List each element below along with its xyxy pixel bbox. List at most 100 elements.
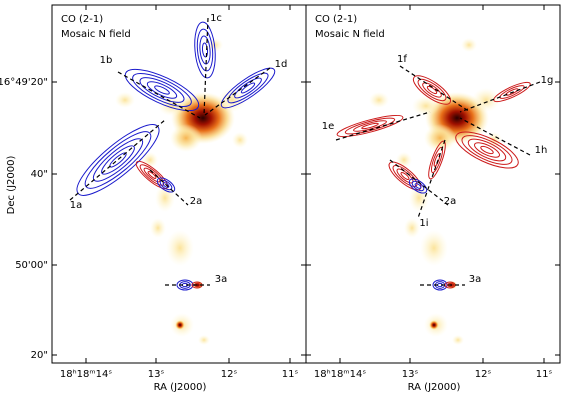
emission (461, 38, 477, 52)
outflow-axis (335, 111, 431, 141)
panel: CO (2-1) Mosaic N field 1a 1b 1c 1d 2a 3a -16°49… (0, 4, 307, 393)
outflow-axis (117, 71, 201, 119)
emission (429, 320, 439, 330)
y-tick-label: 40" (31, 169, 48, 180)
contour (143, 167, 161, 183)
contour (480, 145, 494, 155)
contour (84, 131, 152, 189)
contour (132, 73, 192, 107)
contour (428, 140, 446, 180)
panel: CO (2-1) Mosaic N field 1e 1f 1g 1h 2a 1i 3a 18ʰ1… (305, 4, 561, 393)
x-tick-label: 11ˢ (282, 369, 299, 380)
outflow-label: 1d (275, 59, 288, 70)
contour (474, 142, 500, 158)
x-tick-label: 11ˢ (536, 369, 553, 380)
contour (194, 21, 216, 79)
contour (159, 179, 173, 191)
outflow-axis (459, 81, 541, 113)
contour (461, 135, 513, 165)
outflow-label: 1a (70, 200, 83, 211)
contour (196, 28, 214, 72)
emission (175, 320, 185, 330)
y-axis-label: Dec (J2000) (6, 156, 17, 215)
contour (147, 171, 157, 179)
outflow-label: 1h (535, 145, 548, 156)
outflow-label: 1i (419, 218, 428, 229)
outflow-label: 3a (215, 274, 228, 285)
contour (234, 77, 262, 99)
x-tick-label: 13ˢ (148, 369, 165, 380)
emission (424, 124, 456, 152)
outflow-axis (203, 17, 209, 116)
outflow-label: 2a (190, 196, 203, 207)
x-tick-label: 18ʰ18ᵐ14ˢ (314, 369, 366, 380)
contour (154, 85, 170, 95)
contour (220, 67, 276, 109)
contour (422, 82, 442, 98)
panel-title: CO (2-1) (315, 14, 357, 25)
contour (433, 153, 441, 167)
outflow-axis (149, 169, 189, 206)
outflow-label: 3a (469, 274, 482, 285)
emission (409, 184, 429, 212)
emission (218, 88, 246, 112)
contour (101, 145, 135, 175)
y-tick-label: -16°49'20" (0, 77, 48, 88)
contour (412, 75, 452, 105)
emission (166, 230, 194, 266)
contour (493, 81, 531, 103)
outflow-label: 2a (444, 196, 457, 207)
emission (198, 335, 210, 345)
x-tick-label: 12ˢ (221, 369, 238, 380)
contour (430, 146, 444, 174)
contour (344, 117, 396, 135)
emission (412, 96, 440, 116)
emission (170, 124, 202, 152)
emission (150, 218, 166, 238)
contour (124, 68, 200, 112)
contour (455, 131, 519, 169)
x-axis-label: RA (J2000) (154, 382, 207, 393)
contour (414, 183, 422, 189)
contour (392, 165, 418, 187)
outflow-label: 1g (541, 75, 554, 86)
contour (467, 138, 507, 162)
emission (404, 218, 420, 238)
contour (227, 72, 269, 104)
y-tick-label: 50'00" (15, 260, 48, 271)
emission (158, 96, 186, 116)
outflow-axis (459, 117, 531, 156)
contour (426, 85, 438, 95)
emission (232, 132, 248, 148)
emission (472, 88, 500, 112)
contour (156, 177, 176, 193)
contour (162, 182, 170, 188)
emission (369, 92, 389, 108)
y-tick-label: 20" (31, 350, 48, 361)
x-axis-label: RA (J2000) (408, 382, 461, 393)
x-tick-label: 18ʰ18ᵐ14ˢ (60, 369, 112, 380)
image (306, 5, 560, 363)
contour (400, 172, 410, 180)
contour (447, 283, 453, 287)
contour (408, 178, 428, 194)
emission (115, 92, 135, 108)
image-background (52, 5, 306, 363)
panel-title: CO (2-1) (61, 14, 103, 25)
emission (420, 230, 448, 266)
contour (139, 77, 185, 103)
contour (361, 122, 379, 130)
outflow-axis (389, 159, 449, 206)
contour (353, 120, 387, 132)
outflow-label: 1c (210, 13, 222, 24)
image-background (306, 5, 560, 363)
contour (201, 42, 209, 58)
outflow-label: 1b (100, 55, 113, 66)
frame (305, 4, 561, 364)
x-tick-label: 13ˢ (402, 369, 419, 380)
contour (146, 81, 178, 99)
image (52, 5, 306, 363)
contour (336, 114, 404, 138)
panel-title: Mosaic N field (61, 29, 131, 40)
